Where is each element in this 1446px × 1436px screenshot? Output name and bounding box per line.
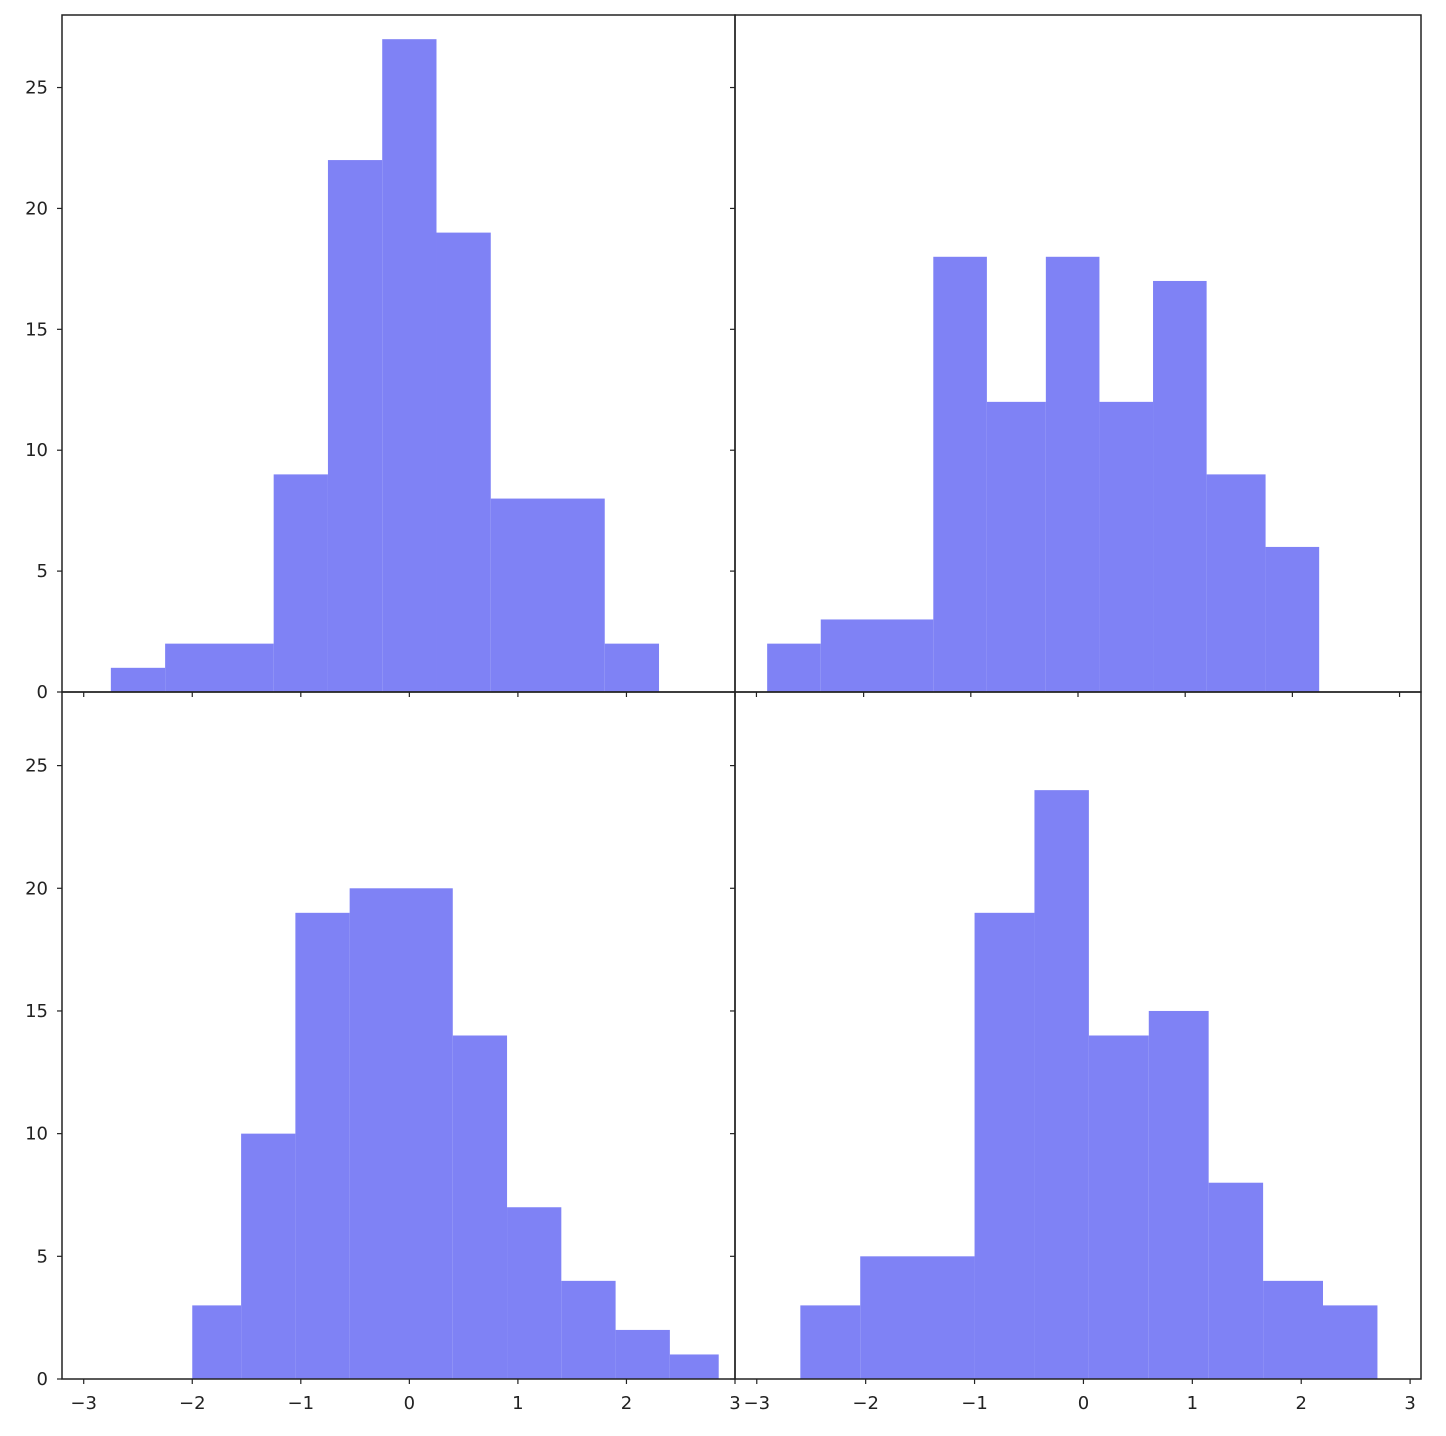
x-tick-label: 3 [1404,1393,1415,1414]
histogram-bar [507,1207,562,1379]
histogram-bar [669,1354,719,1379]
panel-top-left: 0 5 10 15 20 25 [25,14,736,703]
y-tick-label: 0 [37,682,48,703]
y-tick-label: 5 [37,561,48,582]
histogram-bar [110,667,166,692]
x-tick-label: 1 [1187,1393,1198,1414]
histogram-bar [800,1305,861,1379]
panel-bottom-left: 0 5 10 15 20 25 −3 −2 −1 0 1 2 3 [25,691,741,1414]
histogram-bar [327,160,383,693]
x-tick-label: −3 [744,1393,771,1414]
x-tick-label: −3 [70,1393,97,1414]
y-tick-label: 0 [37,1369,48,1390]
histogram-bar [604,643,660,692]
x-tick-label: 2 [1295,1393,1306,1414]
histogram-bar [241,1133,296,1379]
histogram-bar [1265,546,1320,692]
histogram-bar [767,643,821,692]
histogram-bar [1323,1305,1378,1379]
histogram-bar [1088,1035,1149,1379]
histogram-bar [974,912,1035,1379]
histogram-bar [615,1329,670,1379]
histogram-bar [1045,256,1100,692]
y-tick-label: 25 [25,78,48,99]
x-tick-label: −1 [288,1393,315,1414]
y-tick-label: 25 [25,756,48,777]
histogram-bar [436,232,491,692]
y-tick-label: 5 [37,1246,48,1267]
x-tick-label: 0 [1078,1393,1089,1414]
histogram-bar [1148,1010,1209,1379]
y-tick-label: 10 [25,1124,48,1145]
x-tick-label: −2 [179,1393,206,1414]
x-tick-label: 2 [621,1393,632,1414]
histogram-bar [986,401,1046,692]
y-tick-label: 15 [25,319,48,340]
histogram-bar [490,498,605,692]
x-tick-label: 3 [729,1393,740,1414]
y-tick-label: 20 [25,878,48,899]
x-tick-label: −2 [852,1393,879,1414]
histogram-bar [273,474,328,692]
panel-top-right [730,14,1422,697]
histogram-bar [165,643,274,692]
histogram-bar [1099,401,1154,692]
histogram-bar [1153,280,1207,692]
histogram-bar [820,619,934,692]
histogram-bar [1263,1280,1323,1379]
x-tick-label: 1 [512,1393,523,1414]
histogram-bar [295,912,350,1379]
histogram-bar [452,1035,508,1379]
histogram-bar [561,1280,616,1379]
histogram-bar [1208,1182,1264,1379]
histogram-bar [860,1256,975,1379]
y-tick-label: 20 [25,198,48,219]
histogram-bar [933,256,987,692]
histogram-bar [1034,790,1089,1379]
x-tick-label: −1 [961,1393,988,1414]
histogram-bar [1206,474,1266,692]
y-tick-label: 10 [25,440,48,461]
histogram-bar [192,1305,242,1379]
histogram-bar [382,39,437,692]
panel-bottom-right: −3 −2 −1 0 1 2 3 [730,691,1422,1414]
axes-frame [734,691,1422,1380]
x-tick-label: 0 [404,1393,415,1414]
histogram-bar [349,888,453,1379]
y-tick-label: 15 [25,1001,48,1022]
